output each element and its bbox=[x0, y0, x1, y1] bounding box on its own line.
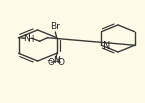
Text: +: + bbox=[55, 57, 60, 62]
Text: N: N bbox=[53, 56, 59, 65]
Text: N: N bbox=[23, 33, 29, 43]
Text: H: H bbox=[27, 35, 33, 44]
Text: N: N bbox=[103, 41, 110, 51]
Text: O: O bbox=[47, 58, 54, 67]
Text: O: O bbox=[58, 58, 65, 67]
Text: −: − bbox=[46, 59, 52, 64]
Text: Br: Br bbox=[50, 22, 60, 31]
